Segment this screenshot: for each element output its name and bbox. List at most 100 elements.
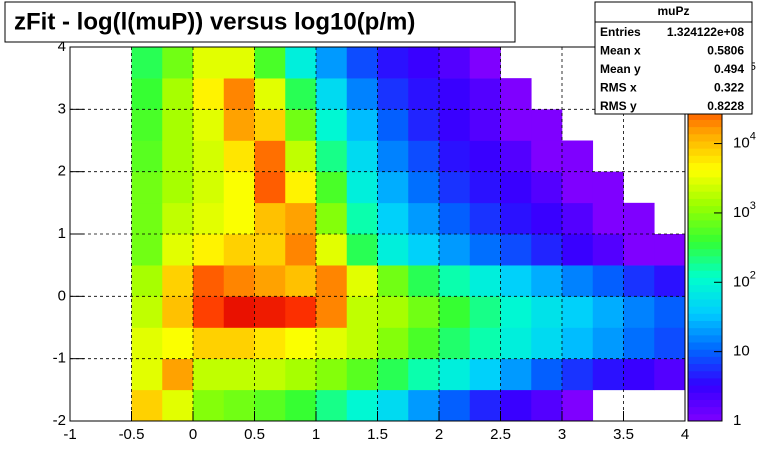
heat-cell <box>162 109 194 141</box>
heat-cell <box>377 47 409 79</box>
colorbar-band <box>688 342 722 350</box>
heat-cell <box>131 389 163 422</box>
heat-cell <box>254 140 286 172</box>
colorbar-band <box>688 205 722 214</box>
heat-cell <box>408 171 440 204</box>
heat-cell <box>346 202 378 235</box>
heat-cell <box>623 234 655 266</box>
heat-cell <box>377 202 409 235</box>
heat-cell <box>346 296 378 328</box>
heat-cell <box>469 202 501 235</box>
colorbar-band <box>688 413 722 422</box>
heat-cell <box>193 265 225 297</box>
heat-cell <box>531 389 563 422</box>
label-exponent: 4 <box>750 130 756 142</box>
heat-cell <box>193 171 225 204</box>
heat-cell <box>469 109 501 141</box>
heat-cell <box>592 265 624 297</box>
y-tick-label: 0 <box>58 287 66 304</box>
heat-cell <box>592 358 624 391</box>
heat-cell <box>654 358 686 391</box>
colorbar-band <box>688 255 722 264</box>
heat-cell <box>131 358 163 391</box>
heat-cell <box>439 265 471 297</box>
heat-cell <box>654 234 686 266</box>
heat-cell <box>193 234 225 266</box>
heat-cell <box>623 327 655 359</box>
heat-cell <box>254 327 286 359</box>
x-tick-label: 3.5 <box>613 426 634 443</box>
heat-cell <box>316 358 348 391</box>
label-base: 10 <box>733 204 750 221</box>
colorbar-band <box>688 234 722 242</box>
colorbar-band <box>688 155 722 164</box>
heat-cell <box>377 358 409 391</box>
heat-cell <box>377 265 409 297</box>
colorbar-band <box>688 392 722 400</box>
heat-cell <box>193 202 225 235</box>
heat-cell <box>316 78 348 110</box>
heat-cell <box>162 78 194 110</box>
heat-cell <box>562 296 594 328</box>
heat-cell <box>193 389 225 422</box>
heat-cell <box>531 327 563 359</box>
colorbar-tick-label: 1 <box>733 412 741 429</box>
stats-title: muPz <box>657 4 689 18</box>
heat-cell <box>531 109 563 141</box>
colorbar-band <box>688 162 722 171</box>
heat-cell <box>131 109 163 141</box>
heat-cell <box>377 327 409 359</box>
heat-cell <box>439 296 471 328</box>
colorbar-band <box>688 176 722 185</box>
heat-cell <box>162 327 194 359</box>
heat-cell <box>285 358 317 391</box>
heat-cell <box>193 140 225 172</box>
heat-cell <box>623 265 655 297</box>
x-tick-label: -0.5 <box>119 426 145 443</box>
heat-cell <box>316 296 348 328</box>
heat-cell <box>439 78 471 110</box>
heat-cell <box>469 171 501 204</box>
heat-cell <box>285 171 317 204</box>
heat-cell <box>469 327 501 359</box>
heat-cell <box>285 296 317 328</box>
heat-cell <box>131 78 163 110</box>
heat-cell <box>131 140 163 172</box>
x-tick-label: 0.5 <box>244 426 265 443</box>
heat-cell <box>500 327 532 359</box>
heat-cell <box>346 78 378 110</box>
heat-cell <box>162 265 194 297</box>
heat-cell <box>193 358 225 391</box>
heat-cell <box>408 358 440 391</box>
heat-cell <box>316 140 348 172</box>
stats-key: RMS x <box>600 81 637 95</box>
heat-cell <box>408 296 440 328</box>
stats-value: 1.324122e+08 <box>667 25 744 39</box>
heat-cell <box>408 78 440 110</box>
stats-value: 0.322 <box>714 81 744 95</box>
colorbar-tick-label: 102 <box>733 269 756 290</box>
stats-key: Mean x <box>600 44 641 58</box>
y-tick-label: -1 <box>53 350 66 367</box>
heat-cell <box>500 78 532 110</box>
colorbar-band <box>688 270 722 278</box>
heat-cell <box>562 202 594 235</box>
colorbar-band <box>688 184 722 192</box>
heat-cell <box>531 358 563 391</box>
colorbar-band <box>688 327 722 336</box>
heat-cell <box>162 140 194 172</box>
heat-cell <box>562 265 594 297</box>
heat-cell <box>377 296 409 328</box>
colorbar-band <box>688 248 722 257</box>
x-tick-label: -1 <box>63 426 76 443</box>
colorbar-band <box>688 284 722 293</box>
heat-cell <box>346 327 378 359</box>
heat-cell <box>285 265 317 297</box>
heat-cell <box>562 389 594 422</box>
heat-cell <box>254 234 286 266</box>
heat-cell <box>439 234 471 266</box>
heat-cell <box>346 234 378 266</box>
heat-cell <box>316 234 348 266</box>
colorbar-band <box>688 148 722 156</box>
colorbar-band <box>688 112 722 120</box>
